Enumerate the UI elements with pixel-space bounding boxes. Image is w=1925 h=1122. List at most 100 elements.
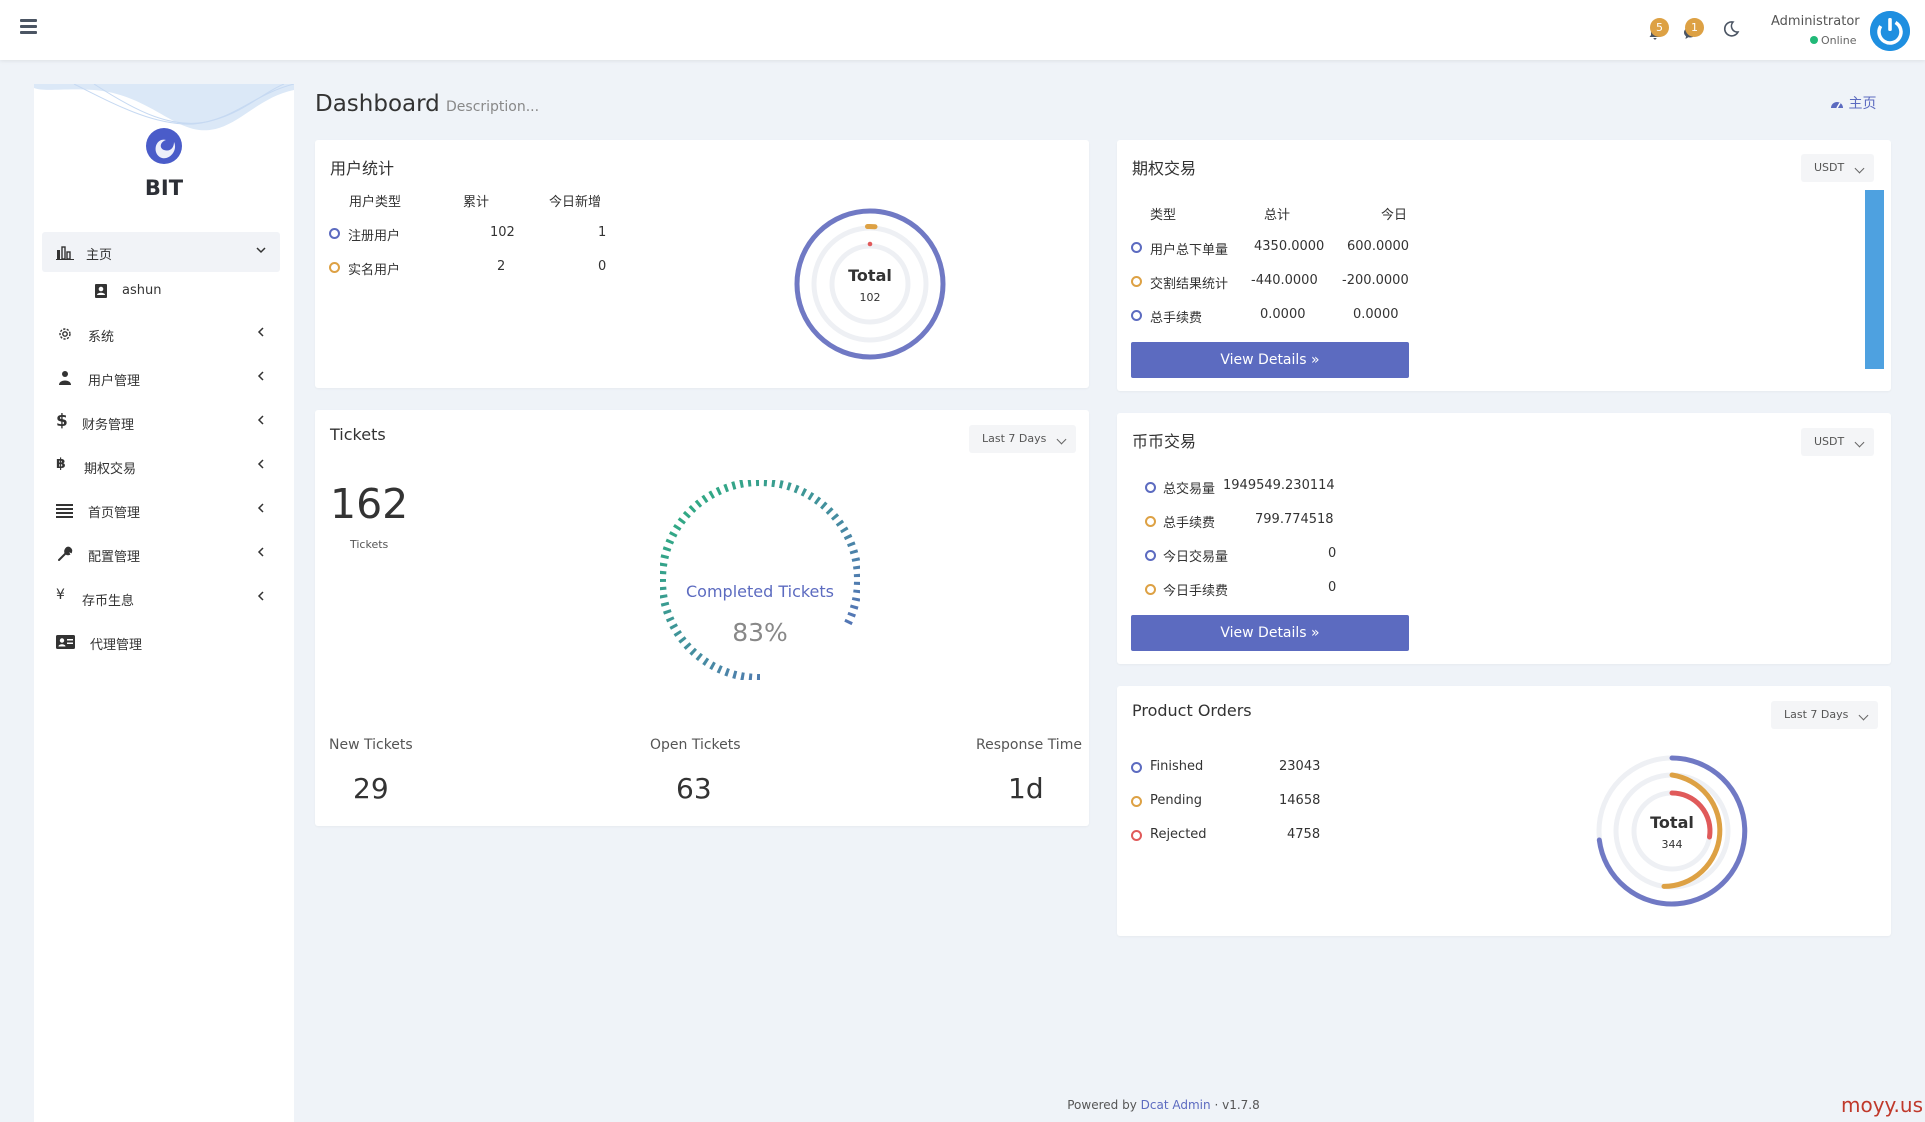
currency-select[interactable]: USDT <box>1801 428 1875 456</box>
sidebar-item-options[interactable]: ฿ 期权交易 <box>42 446 280 486</box>
table-header: 总计 <box>1264 208 1291 223</box>
date-range-select[interactable]: Last 7 Days <box>969 425 1077 453</box>
sidebar-item-label: 期权交易 <box>84 462 137 477</box>
table-cell: 0 <box>598 259 607 274</box>
table-cell: 102 <box>490 225 515 240</box>
tickets-card: Tickets Last 7 Days 162 Tickets Complete… <box>315 410 1089 826</box>
order-status-label: Finished <box>1150 759 1204 774</box>
response-time-value: 1d <box>1008 772 1044 805</box>
footer-link[interactable]: Dcat Admin <box>1140 1098 1211 1112</box>
breadcrumb[interactable]: 主页 <box>1830 93 1876 113</box>
message-button[interactable]: 1 <box>1679 18 1705 44</box>
sidebar-item-label: 系统 <box>88 330 115 345</box>
brand-name: BIT <box>144 176 184 200</box>
users-icon <box>59 371 71 385</box>
card-title: 币币交易 <box>1132 432 1197 451</box>
user-name[interactable]: Administrator <box>1771 14 1860 29</box>
online-dot <box>1810 36 1818 44</box>
donut-series-finished <box>1596 755 1748 907</box>
bitcoin-icon: ฿ <box>56 456 66 472</box>
table-cell: 4350.0000 <box>1254 239 1325 254</box>
date-range-select[interactable]: Last 7 Days <box>1771 701 1879 729</box>
table-header: 今日新增 <box>549 195 602 210</box>
donut-series-marker <box>867 241 873 247</box>
legend-dot <box>329 262 340 273</box>
button-label: View Details <box>1220 352 1307 368</box>
order-status-label: Rejected <box>1150 827 1207 842</box>
user-donut-chart <box>794 208 946 360</box>
sidebar-item-users[interactable]: 用户管理 <box>42 358 280 398</box>
open-tickets-label: Open Tickets <box>650 737 741 753</box>
legend-dot <box>1131 762 1142 773</box>
card-title: Product Orders <box>1132 701 1252 720</box>
date-range-value: Last 7 Days <box>982 432 1047 445</box>
top-navbar: 5 1 Administrator Online <box>0 0 1925 60</box>
new-tickets-value: 29 <box>353 772 389 805</box>
decorative-wave <box>34 84 294 131</box>
legend-dot <box>1145 584 1156 595</box>
orders-donut-chart <box>1596 755 1748 907</box>
id-card-icon <box>56 635 75 649</box>
user-status: Online <box>1810 34 1856 47</box>
legend-dot <box>329 228 340 239</box>
notification-bell-button[interactable]: 5 <box>1644 18 1670 44</box>
table-cell: 0.0000 <box>1353 307 1399 322</box>
gauge-label: Completed Tickets <box>685 582 835 601</box>
gauge-ticks <box>660 480 860 680</box>
view-details-button[interactable]: View Details » <box>1131 615 1409 651</box>
sidebar-item-agent[interactable]: 代理管理 <box>42 622 280 662</box>
sidebar-item-label: 首页管理 <box>88 506 141 521</box>
chevron-down-icon <box>1858 710 1869 721</box>
currency-select[interactable]: USDT <box>1801 154 1875 182</box>
sidebar-item-system[interactable]: 系统 <box>42 314 280 354</box>
sidebar-item-finance[interactable]: $ 财务管理 <box>42 402 280 442</box>
sidebar-item-config[interactable]: 配置管理 <box>42 534 280 574</box>
chevron-left-icon <box>257 327 264 337</box>
order-status-value: 14658 <box>1279 793 1321 808</box>
menu-toggle-icon[interactable] <box>20 19 37 34</box>
legend-dot <box>1131 310 1142 321</box>
card-title: 用户统计 <box>330 159 395 178</box>
legend-dot <box>1131 242 1142 253</box>
notification-badge: 5 <box>1650 18 1669 37</box>
legend-dot <box>1131 830 1142 841</box>
sidebar-item-home[interactable]: 主页 <box>42 232 280 272</box>
page-description: Description... <box>446 99 540 115</box>
table-cell: 实名用户 <box>348 263 401 278</box>
currency-select-value: USDT <box>1814 435 1845 448</box>
coin-stat-label: 今日交易量 <box>1163 550 1229 565</box>
sidebar-item-deposit[interactable]: ¥ 存币生息 <box>42 578 280 618</box>
chevron-left-icon <box>257 415 264 425</box>
sidebar-item-homepage[interactable]: 首页管理 <box>42 490 280 530</box>
list-icon <box>56 504 73 518</box>
coin-stat-label: 总手续费 <box>1163 516 1216 531</box>
donut-label: Total <box>848 266 892 285</box>
chevron-left-icon <box>257 591 264 601</box>
avatar[interactable] <box>1870 11 1910 51</box>
product-orders-card: Product Orders Last 7 Days Finished 2304… <box>1117 686 1891 936</box>
new-tickets-label: New Tickets <box>329 737 413 753</box>
message-badge: 1 <box>1685 18 1704 37</box>
table-cell: 总手续费 <box>1150 311 1203 326</box>
gauge-value: 83% <box>732 618 788 647</box>
dark-mode-moon-icon[interactable] <box>1722 20 1740 38</box>
open-tickets-value: 63 <box>676 772 712 805</box>
breadcrumb-home[interactable]: 主页 <box>1848 96 1877 112</box>
view-details-button[interactable]: View Details » <box>1131 342 1409 378</box>
legend-dot <box>1131 276 1142 287</box>
brand-logo-icon <box>146 128 182 164</box>
sidebar-item-label: 存币生息 <box>82 594 135 609</box>
date-range-value: Last 7 Days <box>1784 708 1849 721</box>
user-badge-icon <box>95 284 107 298</box>
chevron-left-icon <box>257 503 264 513</box>
completed-tickets-gauge <box>660 480 860 680</box>
legend-dot <box>1131 796 1142 807</box>
options-trading-card: 期权交易 USDT 类型 总计 今日 用户总下单量 4350.0000 600.… <box>1117 140 1891 391</box>
order-status-value: 23043 <box>1279 759 1321 774</box>
chevron-left-icon <box>257 371 264 381</box>
footer-separator: · <box>1214 1098 1219 1112</box>
donut-series-pending <box>1661 772 1723 889</box>
response-time-label: Response Time <box>976 737 1082 753</box>
sidebar-item-label: 财务管理 <box>82 418 135 433</box>
coin-trading-card: 币币交易 USDT 总交易量 1949549.230114 总手续费 799.7… <box>1117 413 1891 664</box>
